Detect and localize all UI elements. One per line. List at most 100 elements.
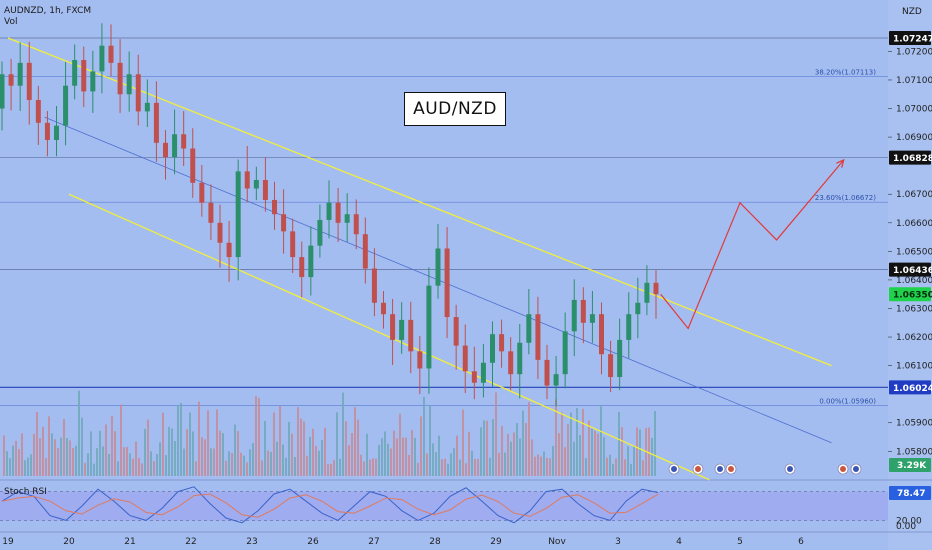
event-markers <box>668 463 862 475</box>
volume-bar <box>309 436 311 476</box>
candle-body <box>644 282 650 303</box>
time-tick-label: 22 <box>185 537 196 547</box>
price-tick-label: 1.07100 <box>896 76 932 86</box>
time-tick-label: 20 <box>63 537 75 547</box>
price-tick-label: 1.06200 <box>896 333 932 343</box>
volume-bar <box>516 423 518 476</box>
stoch-tick-0: 0.00 <box>896 522 916 532</box>
volume-bar <box>318 450 320 476</box>
price-tag-label: 1.07247 <box>893 34 932 44</box>
time-tick-label: 19 <box>2 537 14 547</box>
volume-bar <box>198 401 200 476</box>
volume-bar <box>531 439 533 476</box>
candle-body <box>535 314 541 360</box>
volume-bar <box>465 463 467 476</box>
chart-title-box: AUD/NZD <box>404 92 506 126</box>
volume-bar <box>141 463 143 476</box>
candle-body <box>471 371 477 383</box>
volume-bar <box>630 463 632 476</box>
price-tick-label: 1.06700 <box>896 190 932 200</box>
volume-bar <box>312 428 314 476</box>
volume-bar <box>210 448 212 476</box>
volume-bar <box>114 431 116 476</box>
volume-bar <box>504 452 506 476</box>
candle-body <box>153 102 159 143</box>
candle-body <box>490 334 495 363</box>
event-flag-icon <box>717 466 723 472</box>
volume-bar <box>528 402 530 476</box>
candle-body <box>399 319 405 340</box>
volume-bar <box>183 448 185 476</box>
volume-bar <box>414 437 416 476</box>
volume-bar <box>99 430 101 476</box>
volume-bar <box>234 424 236 476</box>
volume-bar <box>654 411 656 476</box>
volume-bar <box>495 392 497 476</box>
candle-body <box>408 319 414 352</box>
volume-bar <box>651 437 653 476</box>
volume-bar <box>138 458 140 476</box>
candle-body <box>599 314 604 355</box>
volume-bar <box>66 438 68 476</box>
volume-bar <box>51 433 53 476</box>
candle-body <box>81 59 87 92</box>
candle-body <box>281 214 287 232</box>
volume-bar <box>330 463 332 476</box>
fib-label: 38.20%(1.07113) <box>815 68 876 76</box>
volume-bar <box>462 409 464 476</box>
volume-bar <box>222 433 224 476</box>
price-tag-bg <box>889 287 931 302</box>
stoch-tag-bg <box>889 486 931 500</box>
volume-bar <box>303 421 305 476</box>
volume-bar <box>444 458 446 476</box>
time-tick-label: 6 <box>798 537 804 547</box>
volume-bar <box>534 456 536 476</box>
candle-body <box>262 179 268 200</box>
candle-body <box>508 351 514 375</box>
price-tag-bg <box>889 380 931 395</box>
volume-bar <box>342 392 344 476</box>
volume-bar <box>252 443 254 476</box>
candle-body <box>371 268 377 303</box>
volume-bar <box>519 438 521 476</box>
candle-body <box>517 342 523 375</box>
volume-bar <box>321 440 323 476</box>
volume-bar <box>171 428 173 476</box>
stoch-k-line <box>1 486 659 524</box>
price-tick-label: 1.05900 <box>896 419 932 429</box>
candle-body <box>344 214 350 223</box>
stoch-tag-label: 78.47 <box>897 489 925 499</box>
volume-bar <box>546 457 548 476</box>
volume-bar <box>627 446 629 476</box>
candle-body <box>435 248 441 286</box>
volume-bar <box>162 412 164 476</box>
price-tag-label: 1.06828 <box>893 154 932 164</box>
symbol-line: AUDNZD, 1h, FXCM <box>4 6 92 16</box>
volume-bar <box>486 420 488 476</box>
candle-body <box>353 214 359 235</box>
volume-bar <box>423 396 425 476</box>
candle-body <box>299 257 305 278</box>
volume-bar <box>72 448 74 476</box>
volume-bar <box>120 404 122 476</box>
volume-bar <box>522 410 524 476</box>
volume-bar <box>129 453 131 476</box>
volume-bar <box>57 447 59 476</box>
candle-body <box>580 299 586 323</box>
candle-body <box>526 314 532 343</box>
volume-bar <box>381 438 383 476</box>
candle-body <box>190 148 196 183</box>
time-tick-label: 27 <box>368 537 379 547</box>
volume-bar <box>573 441 575 476</box>
volume-bar <box>570 412 572 476</box>
volume-bar <box>474 458 476 476</box>
volume-bar <box>399 413 401 476</box>
volume-bar <box>540 456 542 476</box>
volume-bar <box>60 437 62 476</box>
stoch-rsi-pane <box>0 486 888 524</box>
volume-bar <box>624 459 626 476</box>
volume-bar <box>201 437 203 476</box>
volume-bar <box>594 430 596 476</box>
candle-body <box>589 314 595 323</box>
